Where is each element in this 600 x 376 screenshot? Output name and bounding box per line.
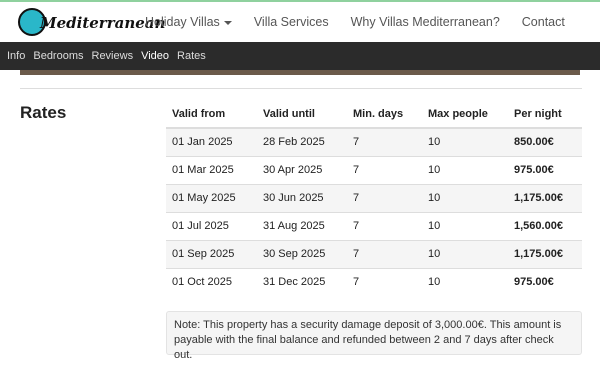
table-cell: 31 Aug 2025 bbox=[257, 211, 347, 240]
nav: Holiday Villas Villa Services Why Villas M… bbox=[145, 15, 587, 29]
tab[interactable]: Rates bbox=[177, 50, 206, 62]
table-cell: 7 bbox=[347, 127, 422, 156]
caret bbox=[223, 20, 232, 25]
rates-table: Valid from Valid until Min. days Max people… bbox=[166, 100, 582, 296]
nav-link[interactable]: Holiday Villas bbox=[145, 15, 232, 29]
table-cell: 1,560.00€ bbox=[508, 211, 582, 240]
column-header: Valid until bbox=[257, 100, 347, 129]
table-cell: 01 Jul 2025 bbox=[166, 211, 257, 240]
table-cell: 01 May 2025 bbox=[166, 183, 257, 212]
nav-text: Holiday Villas bbox=[145, 15, 220, 29]
table-cell: 975.00€ bbox=[508, 155, 582, 184]
table-row: 01 May 2025 30 Jun 2025 7 10 1,175.00€ bbox=[166, 183, 582, 212]
table-cell: 7 bbox=[347, 239, 422, 268]
header: Mediterranean Holiday Villas Villa Servic… bbox=[0, 0, 600, 42]
table-cell: 10 bbox=[422, 155, 508, 184]
table-cell: 01 Mar 2025 bbox=[166, 155, 257, 184]
table-row: 01 Oct 2025 31 Dec 2025 7 10 975.00€ bbox=[166, 267, 582, 296]
section-title: Rates bbox=[20, 103, 67, 122]
column-header: Max people bbox=[422, 100, 508, 129]
table-cell: 30 Jun 2025 bbox=[257, 183, 347, 212]
table-cell: 10 bbox=[422, 267, 508, 296]
table-cell: 850.00€ bbox=[508, 127, 582, 156]
column-header: Valid from bbox=[166, 100, 257, 129]
table-cell: 31 Dec 2025 bbox=[257, 267, 347, 296]
table-row: 01 Sep 2025 30 Sep 2025 7 10 1,175.00€ bbox=[166, 239, 582, 268]
table-cell: 01 Jan 2025 bbox=[166, 127, 257, 156]
table-cell: 975.00€ bbox=[508, 267, 582, 296]
table-cell: 10 bbox=[422, 239, 508, 268]
column-header: Per night bbox=[508, 100, 582, 129]
image-edge bbox=[20, 70, 580, 75]
nav-text: Villa Services bbox=[253, 15, 329, 29]
table-row: 01 Jan 2025 28 Feb 2025 7 10 850.00€ bbox=[166, 127, 582, 156]
table-cell: 28 Feb 2025 bbox=[257, 127, 347, 156]
tab[interactable]: Video bbox=[141, 50, 170, 62]
table-cell: 01 Oct 2025 bbox=[166, 267, 257, 296]
table-row: 01 Jul 2025 31 Aug 2025 7 10 1,560.00€ bbox=[166, 211, 582, 240]
table-cell: 10 bbox=[422, 127, 508, 156]
table-cell: 30 Apr 2025 bbox=[257, 155, 347, 184]
table-cell: 10 bbox=[422, 183, 508, 212]
note: Note: This property has a security damag… bbox=[166, 311, 582, 361]
tab[interactable]: Bedrooms bbox=[33, 50, 84, 62]
nav-text: Contact bbox=[521, 15, 565, 29]
header-row: Valid from Valid until Min. days Max people… bbox=[166, 100, 582, 129]
tab[interactable]: Info bbox=[7, 50, 26, 62]
nav-text: Why Villas Mediterranean? bbox=[350, 15, 500, 29]
tab[interactable]: Reviews bbox=[91, 50, 134, 62]
column-header: Min. days bbox=[347, 100, 422, 129]
nav-link[interactable]: Villa Services bbox=[254, 15, 329, 29]
table-cell: 7 bbox=[347, 183, 422, 212]
tabs: Info Bedrooms Reviews Video Rates bbox=[0, 42, 600, 70]
table-cell: 7 bbox=[347, 211, 422, 240]
table-cell: 7 bbox=[347, 267, 422, 296]
table-row: 01 Mar 2025 30 Apr 2025 7 10 975.00€ bbox=[166, 155, 582, 184]
table-cell: 10 bbox=[422, 211, 508, 240]
table-cell: 1,175.00€ bbox=[508, 239, 582, 268]
table-cell: 7 bbox=[347, 155, 422, 184]
logo[interactable]: Mediterranean bbox=[18, 8, 165, 38]
divider bbox=[20, 88, 582, 89]
table-cell: 1,175.00€ bbox=[508, 183, 582, 212]
nav-link[interactable]: Contact bbox=[522, 15, 565, 29]
table-cell: 30 Sep 2025 bbox=[257, 239, 347, 268]
table-cell: 01 Sep 2025 bbox=[166, 239, 257, 268]
logo-text: Mediterranean bbox=[40, 14, 166, 32]
nav-link[interactable]: Why Villas Mediterranean? bbox=[351, 15, 500, 29]
